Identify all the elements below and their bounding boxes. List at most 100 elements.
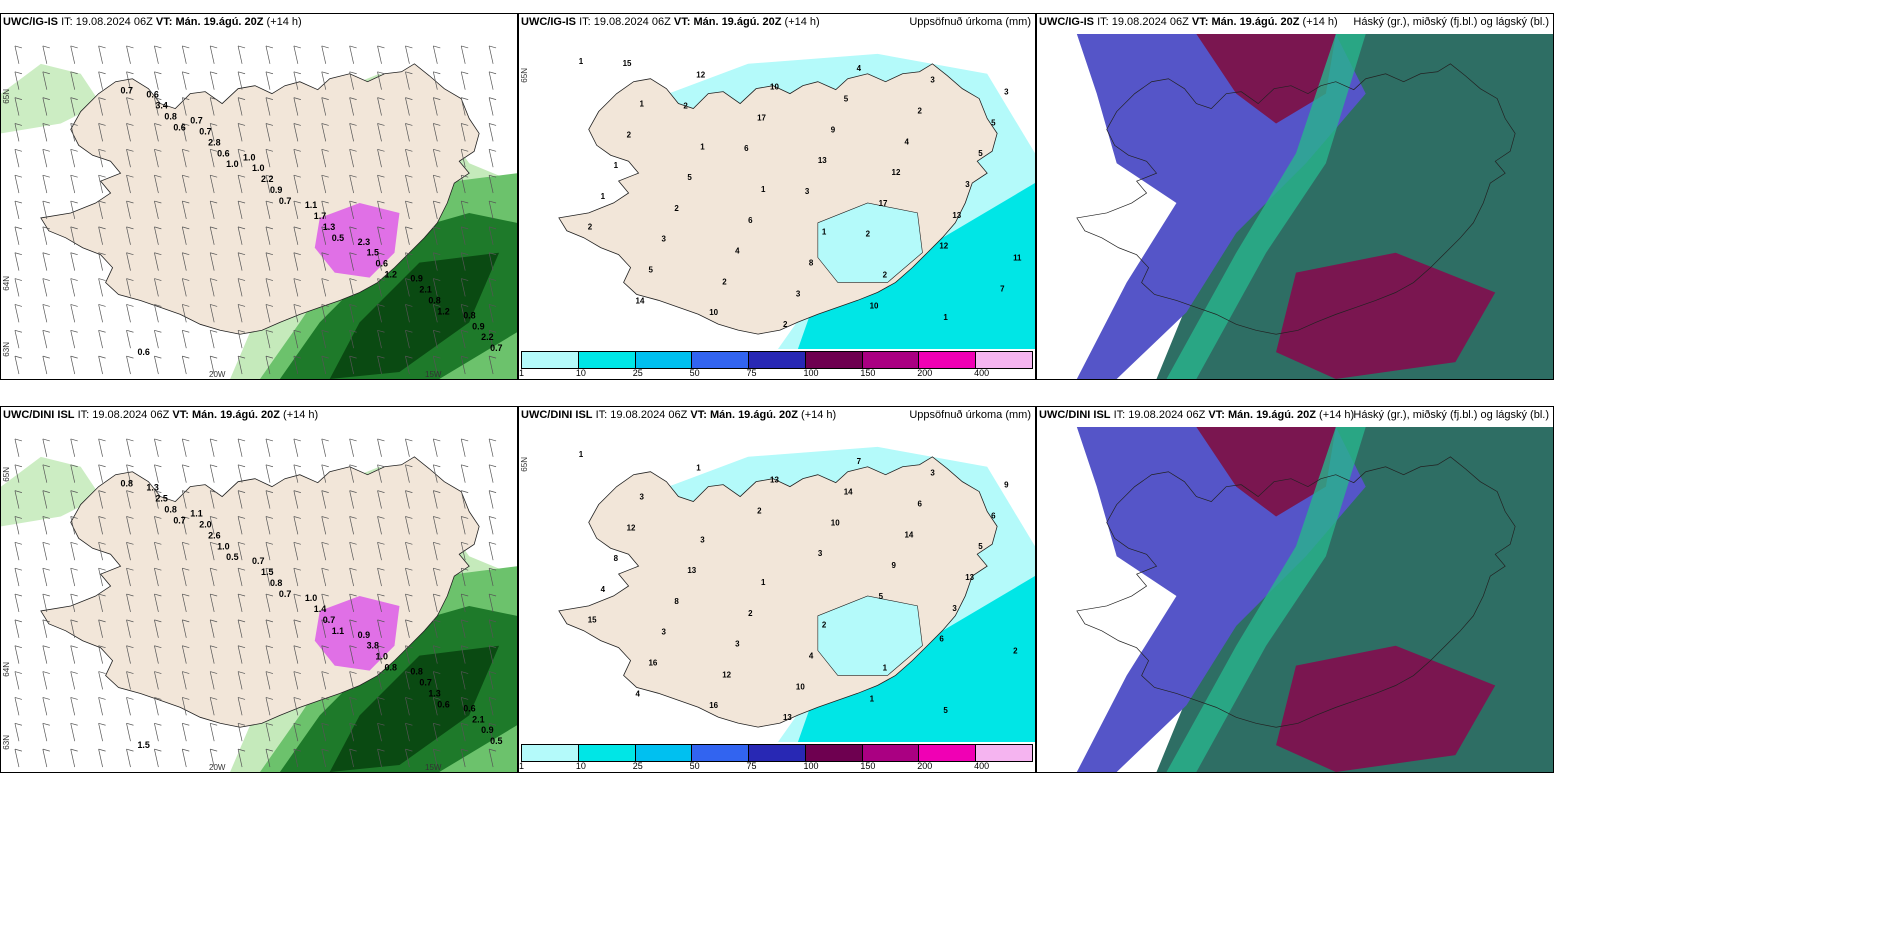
panel-header: UWC/IG-IS IT: 19.08.2024 06Z VT: Mán. 19… — [1039, 16, 1338, 28]
wind-barb — [154, 722, 162, 742]
wind-barb — [265, 97, 274, 116]
wind-barb — [70, 329, 78, 349]
precip-value-label: 2 — [883, 270, 888, 279]
wind-barb — [405, 97, 413, 116]
mid-cloud-area — [1076, 427, 1366, 772]
wind-value-label: 1.0 — [376, 652, 388, 662]
wind-barb — [349, 97, 357, 116]
precip-value-label: 10 — [770, 83, 779, 92]
wind-barb — [181, 748, 190, 768]
wind-barb — [237, 71, 246, 90]
wind-barb — [98, 464, 106, 483]
wind-barb — [237, 464, 246, 483]
wind-barb — [265, 516, 274, 535]
wind-barb — [98, 226, 106, 245]
wind-barb — [237, 226, 246, 245]
wind-barb — [488, 464, 497, 483]
wind-barb — [460, 619, 469, 638]
wind-value-label: 1.1 — [332, 626, 344, 636]
wind-barb — [98, 252, 106, 271]
wind-barb — [181, 593, 190, 613]
wind-barb — [98, 438, 106, 457]
wind-barb — [181, 697, 190, 716]
colorbar-label: 10 — [575, 761, 586, 771]
colorbar-cell — [578, 352, 636, 368]
wind-barb — [42, 593, 50, 613]
colorbar-cell — [578, 745, 636, 761]
wind-barb — [98, 304, 106, 323]
wind-barb — [14, 722, 23, 742]
wind-barb — [349, 567, 357, 587]
wind-barb — [321, 174, 329, 194]
wind-barb — [488, 438, 497, 457]
wind-barb — [14, 593, 23, 613]
precip-value-label: 4 — [735, 247, 740, 256]
precip-value-label: 2 — [588, 223, 593, 232]
wind-barb — [321, 490, 329, 509]
wind-barb — [237, 593, 246, 613]
wind-barb — [154, 645, 162, 664]
colorbar-label: 50 — [689, 761, 700, 771]
wind-value-label: 0.7 — [173, 515, 185, 525]
vt-value: Mán. 19.ágú. 20Z — [191, 409, 280, 421]
lead-time: (+14 h) — [1302, 16, 1338, 28]
wind-barb — [181, 355, 190, 375]
wind-barb — [460, 200, 469, 220]
precip-value-label: 13 — [952, 211, 961, 220]
wind-barb — [377, 45, 385, 64]
colorbar-cells — [521, 351, 1033, 369]
wind-barb — [237, 722, 246, 742]
wind-barb — [42, 252, 50, 271]
wind-value-label: 0.7 — [419, 678, 431, 688]
precip-value-label: 5 — [648, 265, 653, 274]
wind-barb — [488, 252, 497, 271]
wind-barb — [126, 148, 134, 168]
wind-barb — [14, 45, 23, 64]
precip-value-label: 10 — [796, 682, 805, 691]
it-value: 19.08.2024 06Z — [610, 409, 688, 421]
wind-barb — [98, 97, 106, 116]
wind-barb — [405, 464, 413, 483]
wind-barb — [293, 567, 301, 587]
wind-barb — [126, 722, 134, 742]
wind-map: 0.8 0.7 0.5 0.7 1.1 0.8 0.6 0.5 0.8 1.0 0.8 0.7 1.0 1… — [1, 427, 517, 772]
rain-area-west — [1, 456, 101, 527]
vt-label: VT: — [1191, 16, 1209, 28]
precip-value-label: 7 — [857, 457, 862, 466]
wind-barb — [181, 464, 190, 483]
colorbar-cell — [749, 352, 806, 368]
colorbar-label: 100 — [803, 368, 819, 378]
lead-time: (+14 h) — [283, 409, 319, 421]
wind-barb — [405, 567, 413, 587]
precip-value-label: 2 — [866, 230, 871, 239]
lat-label: 65N — [520, 68, 529, 83]
precip-value-label: 1 — [640, 100, 645, 109]
precip-panel-row2: UWC/DINI ISL IT: 19.08.2024 06Z VT: Mán.… — [518, 406, 1036, 773]
colorbar-labels: 1 10 25 50 75 100 150 200 400 — [519, 761, 1033, 771]
wind-barb — [70, 71, 78, 90]
wind-barb — [42, 671, 50, 690]
colorbar-cell — [692, 745, 750, 761]
high-cloud-area — [1196, 427, 1336, 517]
wind-barb — [154, 45, 162, 64]
colorbar-cell — [862, 352, 920, 368]
wind-barb — [349, 148, 357, 168]
wind-barb — [154, 329, 162, 349]
wind-value-label: 1.3 — [323, 222, 335, 232]
wind-barb — [98, 748, 106, 768]
wind-barb — [14, 278, 23, 297]
wind-barb — [432, 567, 441, 587]
wind-barb — [237, 619, 246, 638]
wind-barb — [237, 567, 246, 587]
precip-value-label: 7 — [1000, 284, 1005, 293]
wind-barb — [265, 567, 274, 587]
wind-barb — [377, 567, 385, 587]
wind-barb — [209, 619, 218, 638]
wind-barb — [377, 226, 385, 245]
wind-barb — [460, 645, 469, 664]
model-name: UWC/DINI ISL — [3, 409, 75, 421]
precip-value-label: 3 — [661, 628, 666, 637]
wind-panel-row1: UWC/IG-IS IT: 19.08.2024 06Z VT: Mán. 19… — [0, 13, 518, 380]
wind-barb — [70, 541, 78, 561]
wind-barb — [70, 671, 78, 690]
